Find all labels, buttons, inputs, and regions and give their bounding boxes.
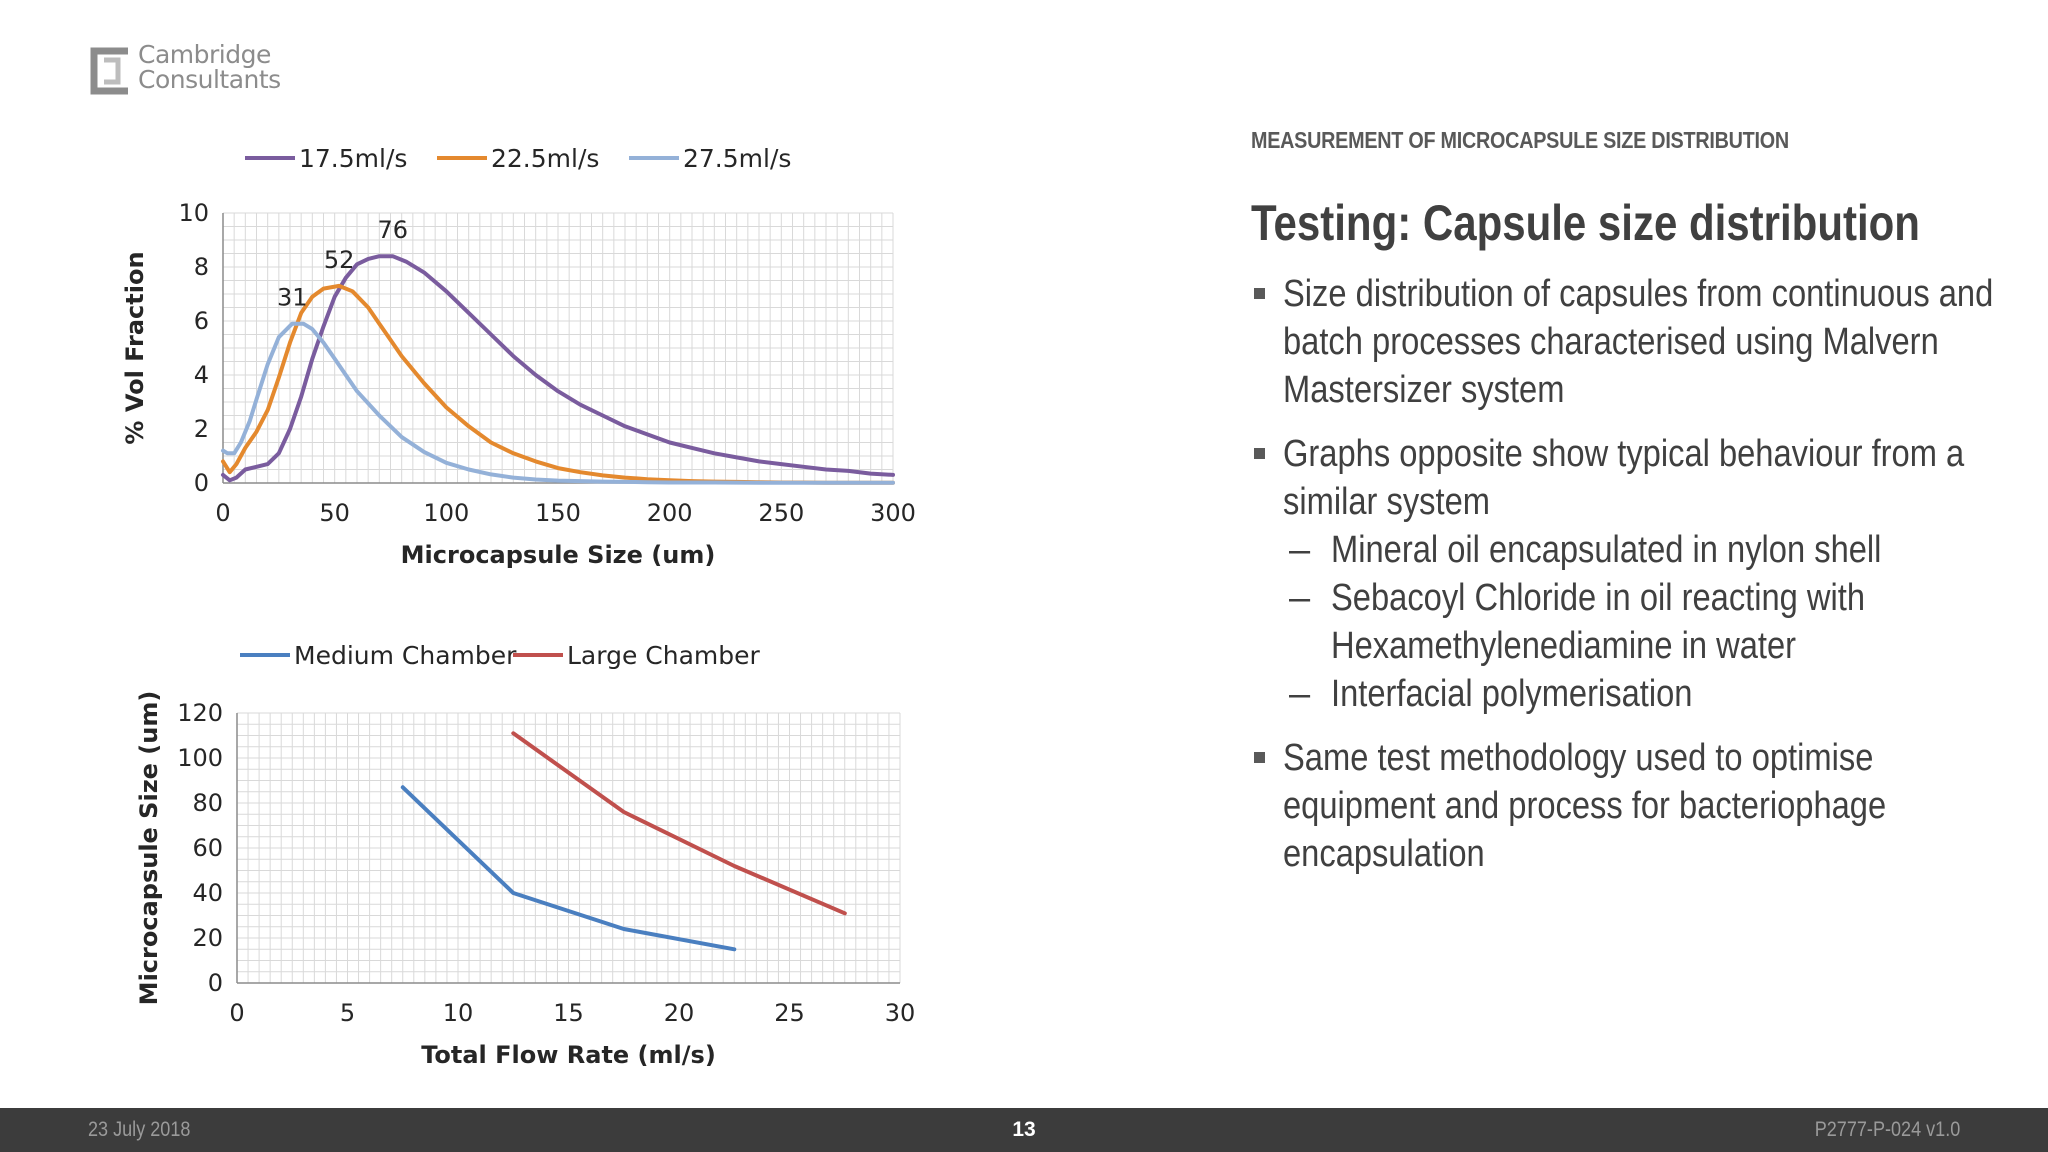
legend-label: 27.5ml/s [683, 144, 791, 173]
data-label: 31 [277, 284, 308, 312]
sub-bullet-text: Interfacial polymerisation [1331, 673, 1693, 715]
x-tick-label: 20 [664, 999, 695, 1027]
company-logo: Cambridge Consultants [88, 42, 308, 102]
y-tick-label: 20 [192, 924, 223, 952]
logo-text-line1: Cambridge [138, 40, 271, 69]
footer-date: 23 July 2018 [88, 1118, 191, 1141]
x-tick-label: 50 [319, 499, 350, 527]
series-line [400, 785, 737, 952]
legend-label: 22.5ml/s [491, 144, 599, 173]
data-label: 52 [324, 246, 355, 274]
y-tick-label: 80 [192, 789, 223, 817]
bullet-marker-icon [1254, 288, 1265, 299]
x-axis-title: Microcapsule Size (um) [401, 541, 716, 569]
size-distribution-chart: 0 50 100 150 200 250 300 0 2 4 6 8 10 Microcapsule Si… [110, 130, 930, 590]
x-tick-label: 150 [535, 499, 581, 527]
chart-svg: 0 50 100 150 200 250 300 0 2 4 6 8 10 Microcapsule Si… [121, 144, 916, 569]
x-tick-label: 15 [553, 999, 584, 1027]
bullet-marker-icon [1254, 752, 1265, 763]
logo-mark-icon [90, 47, 128, 95]
grid [236, 712, 901, 984]
x-tick-label: 100 [423, 499, 469, 527]
series-line [221, 254, 895, 483]
dash-icon: – [1289, 577, 1311, 619]
page-number: 13 [1012, 1118, 1036, 1141]
logo-text-line2: Consultants [138, 65, 281, 94]
bullet-text: Same test methodology used to optimise e… [1283, 737, 1887, 875]
bullet-text: Size distribution of capsules from conti… [1283, 273, 1994, 411]
x-tick-label: 200 [647, 499, 693, 527]
section-label: MEASUREMENT OF MICROCAPSULE SIZE DISTRIB… [1251, 127, 1789, 153]
y-tick-label: 40 [192, 879, 223, 907]
sub-bullet-list: – Mineral oil encapsulated in nylon shell… [1283, 526, 2011, 718]
sub-bullet-item: – Interfacial polymerisation [1283, 670, 2011, 718]
y-tick-label: 10 [178, 199, 209, 227]
x-tick-label: 0 [215, 499, 230, 527]
chart-svg: 0 5 10 15 20 25 30 0 20 40 60 80 100 120 Total Flow Ra… [135, 641, 916, 1069]
slide-title: Testing: Capsule size distribution [1251, 195, 1920, 251]
x-tick-label: 30 [885, 999, 916, 1027]
x-tick-label: 10 [443, 999, 474, 1027]
sub-bullet-text: Mineral oil encapsulated in nylon shell [1331, 529, 1882, 571]
y-tick-label: 6 [194, 307, 209, 335]
bullet-list: Size distribution of capsules from conti… [1251, 270, 2011, 894]
legend-label: Medium Chamber [294, 641, 517, 670]
x-tick-label: 0 [229, 999, 244, 1027]
bullet-marker-icon [1254, 448, 1265, 459]
bullet-item: Same test methodology used to optimise e… [1251, 734, 2011, 878]
document-id: P2777-P-024 v1.0 [1814, 1118, 1960, 1141]
x-tick-label: 300 [870, 499, 916, 527]
flow-rate-chart: 0 5 10 15 20 25 30 0 20 40 60 80 100 120 Total Flow Ra… [110, 630, 930, 1090]
x-tick-label: 250 [758, 499, 804, 527]
y-tick-label: 0 [208, 969, 223, 997]
dash-icon: – [1289, 529, 1311, 571]
sub-bullet-item: – Mineral oil encapsulated in nylon shell [1283, 526, 2011, 574]
sub-bullet-text: Sebacoyl Chloride in oil reacting with H… [1331, 577, 1866, 667]
y-tick-label: 0 [194, 469, 209, 497]
dash-icon: – [1289, 673, 1311, 715]
footer-bar: 23 July 2018 13 P2777-P-024 v1.0 [0, 1108, 2048, 1152]
y-tick-label: 100 [177, 744, 223, 772]
x-axis-title: Total Flow Rate (ml/s) [421, 1041, 716, 1069]
y-axis-title: Microcapsule Size (um) [135, 691, 163, 1006]
y-tick-label: 2 [194, 415, 209, 443]
y-tick-label: 60 [192, 834, 223, 862]
series-line [221, 321, 895, 485]
series-line [511, 731, 847, 916]
x-tick-label: 5 [340, 999, 355, 1027]
bullet-text: Graphs opposite show typical behaviour f… [1283, 433, 1965, 523]
y-tick-label: 8 [194, 253, 209, 281]
logo-text: Cambridge Consultants [138, 42, 281, 92]
y-axis-title: % Vol Fraction [121, 251, 149, 444]
bullet-item: Size distribution of capsules from conti… [1251, 270, 2011, 414]
legend-label: 17.5ml/s [299, 144, 407, 173]
bullet-item: Graphs opposite show typical behaviour f… [1251, 430, 2011, 718]
legend-label: Large Chamber [567, 641, 761, 670]
x-tick-label: 25 [774, 999, 805, 1027]
data-label: 76 [377, 216, 408, 244]
sub-bullet-item: – Sebacoyl Chloride in oil reacting with … [1283, 574, 2011, 670]
y-tick-label: 120 [177, 699, 223, 727]
y-tick-label: 4 [194, 361, 209, 389]
